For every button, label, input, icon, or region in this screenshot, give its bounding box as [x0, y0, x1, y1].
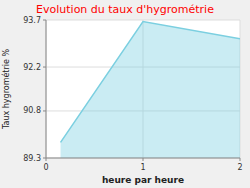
- y-tick-label: 90.8: [23, 106, 41, 115]
- area-fill: [61, 22, 240, 158]
- y-axis-label: Taux hygrométrie %: [1, 49, 11, 131]
- y-tick-label: 89.3: [23, 154, 41, 163]
- title: Evolution du taux d'hygrométrie: [36, 3, 214, 16]
- x-tick-label: 0: [43, 163, 48, 172]
- chart: 89.3 90.8 92.2 93.7 0 1 2 Evolution du taux d'h…: [0, 0, 250, 188]
- x-axis-label: heure par heure: [102, 175, 184, 185]
- y-grid-line: [46, 158, 240, 159]
- y-tick-label: 93.7: [23, 16, 41, 25]
- x-axis-line: [46, 158, 240, 159]
- line: [61, 22, 240, 143]
- y-tick-label: 92.2: [23, 63, 41, 72]
- plot-background: [46, 20, 240, 158]
- x-tick-label: 2: [237, 163, 242, 172]
- grid: [46, 20, 240, 158]
- x-grid-line: [46, 20, 47, 158]
- y-axis-line: [46, 20, 47, 158]
- x-tick-label: 1: [140, 163, 145, 172]
- data-layer: [61, 22, 240, 158]
- chart-container: 89.3 90.8 92.2 93.7 0 1 2 Evolution du taux d'h…: [0, 0, 250, 188]
